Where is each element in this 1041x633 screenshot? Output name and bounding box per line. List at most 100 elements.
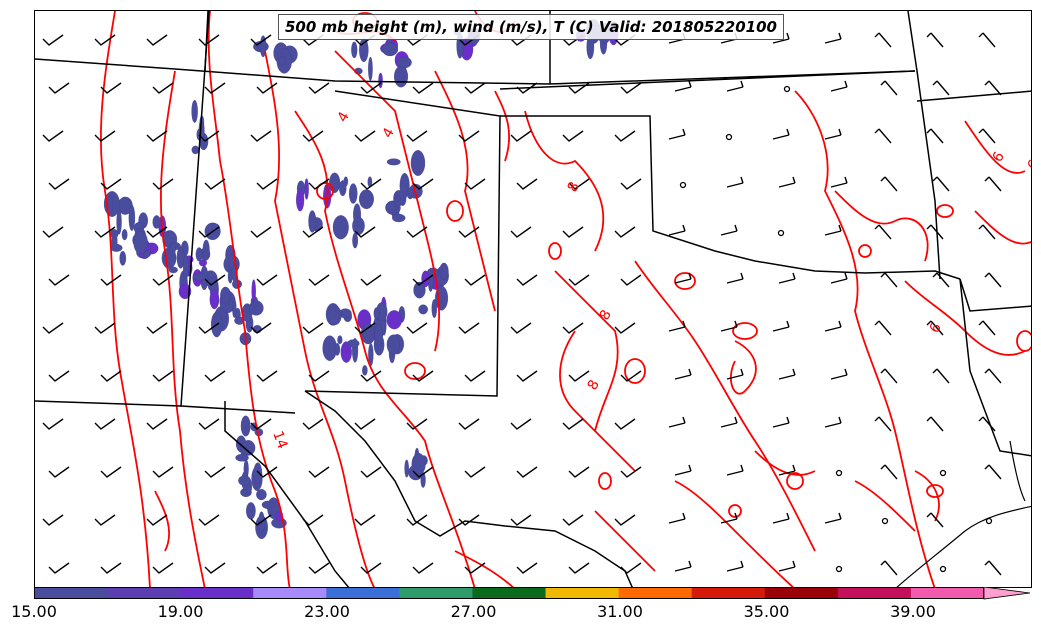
shaded-region (394, 194, 401, 202)
wind-barb (674, 464, 692, 476)
shaded-region (253, 462, 263, 484)
shaded-region (386, 334, 400, 355)
shaded-region (386, 310, 402, 330)
isotherm-loop (674, 272, 696, 290)
colorbar-tick-label: 15.00 (11, 602, 57, 621)
state-border (224, 401, 350, 587)
shaded-region (411, 452, 426, 476)
contour-label: 4 (335, 109, 353, 125)
state-border (499, 70, 916, 90)
wind-barb (674, 560, 692, 572)
map-title: 500 mb height (m), wind (m/s), T (C) Val… (278, 14, 784, 40)
wind-barb (880, 368, 898, 384)
wind-barb (100, 466, 122, 478)
colorbar-tick-label: 23.00 (304, 602, 350, 621)
shaded-region (386, 201, 397, 213)
isotherm-contour (634, 260, 816, 552)
shaded-region (334, 343, 341, 356)
shaded-region (359, 189, 374, 210)
wind-barb (726, 272, 744, 284)
wind-barb (778, 464, 796, 476)
wind-barb (620, 370, 642, 382)
wind-barb (978, 416, 996, 432)
contour-label: 8 (597, 307, 615, 323)
isotherm-loop (404, 362, 426, 380)
calm-wind-marker (939, 565, 947, 573)
shaded-region (347, 339, 360, 348)
colorbar-tick-label: 27.00 (450, 602, 497, 621)
calm-wind-marker (679, 181, 687, 189)
shaded-region (352, 232, 358, 249)
shaded-region (240, 415, 251, 437)
wind-barb (620, 562, 642, 574)
wind-barb (830, 80, 848, 92)
wind-barb (984, 80, 1002, 96)
wind-barb (880, 272, 898, 288)
wind-barb (720, 416, 738, 428)
shaded-region (359, 38, 369, 62)
shaded-region (191, 99, 198, 123)
isotherm-contour (594, 510, 656, 572)
wind-barb (308, 82, 330, 94)
wind-barb (360, 562, 382, 574)
shaded-region (421, 270, 430, 288)
wind-barb (256, 466, 278, 478)
contour-label: 4 (380, 125, 398, 141)
wind-barb (772, 416, 790, 428)
wind-barbs (42, 32, 1002, 576)
isotherm-contour (494, 90, 510, 162)
shaded-region (251, 279, 256, 303)
wind-barb (510, 418, 532, 430)
wind-barb (48, 370, 70, 382)
wind-barb (978, 128, 996, 144)
state-border (916, 90, 1031, 102)
shaded-region (404, 459, 409, 478)
state-border (304, 90, 501, 397)
shaded-region (394, 65, 409, 88)
wind-barb (152, 178, 174, 190)
wind-barb (778, 176, 796, 188)
wind-barb (308, 562, 330, 574)
wind-barb (830, 272, 848, 284)
wind-barb (48, 562, 70, 574)
wind-barb (464, 466, 486, 478)
wind-barb (94, 514, 116, 526)
wind-barb (932, 176, 950, 192)
wind-barb (204, 274, 226, 286)
wind-barb (772, 128, 790, 140)
wind-barb (824, 320, 842, 332)
wind-barb (984, 464, 1002, 480)
isotherm-loop (858, 244, 872, 258)
state-border (35, 58, 916, 85)
wind-barb (510, 322, 532, 334)
wind-barb (726, 560, 744, 572)
gulf-coastline (896, 505, 1031, 587)
wind-barb (48, 466, 70, 478)
shaded-region (195, 247, 203, 262)
wind-barb (516, 274, 538, 286)
colorbar-segment (399, 587, 473, 599)
wind-barb (984, 272, 1002, 288)
wind-barb (198, 322, 220, 334)
wind-barb (926, 128, 944, 144)
wind-barb (146, 34, 168, 46)
wind-barb (874, 224, 892, 240)
shaded-region (374, 323, 383, 347)
wind-barb (100, 82, 122, 94)
wind-barb (516, 466, 538, 478)
shaded-region (386, 158, 401, 166)
wind-barb (874, 416, 892, 432)
isotherm-contour (559, 330, 636, 472)
wind-barb (146, 226, 168, 238)
shaded-region (418, 304, 428, 315)
isotherm-contour (914, 470, 940, 522)
wind-barb (146, 418, 168, 430)
state-border (304, 390, 633, 587)
isotherm-contour (159, 70, 206, 587)
contour-label: 8 (585, 377, 603, 393)
wind-barb (250, 34, 272, 46)
wind-barb (406, 130, 428, 142)
wind-barb (412, 466, 434, 478)
wind-barb (726, 368, 744, 380)
shaded-region (339, 180, 347, 197)
